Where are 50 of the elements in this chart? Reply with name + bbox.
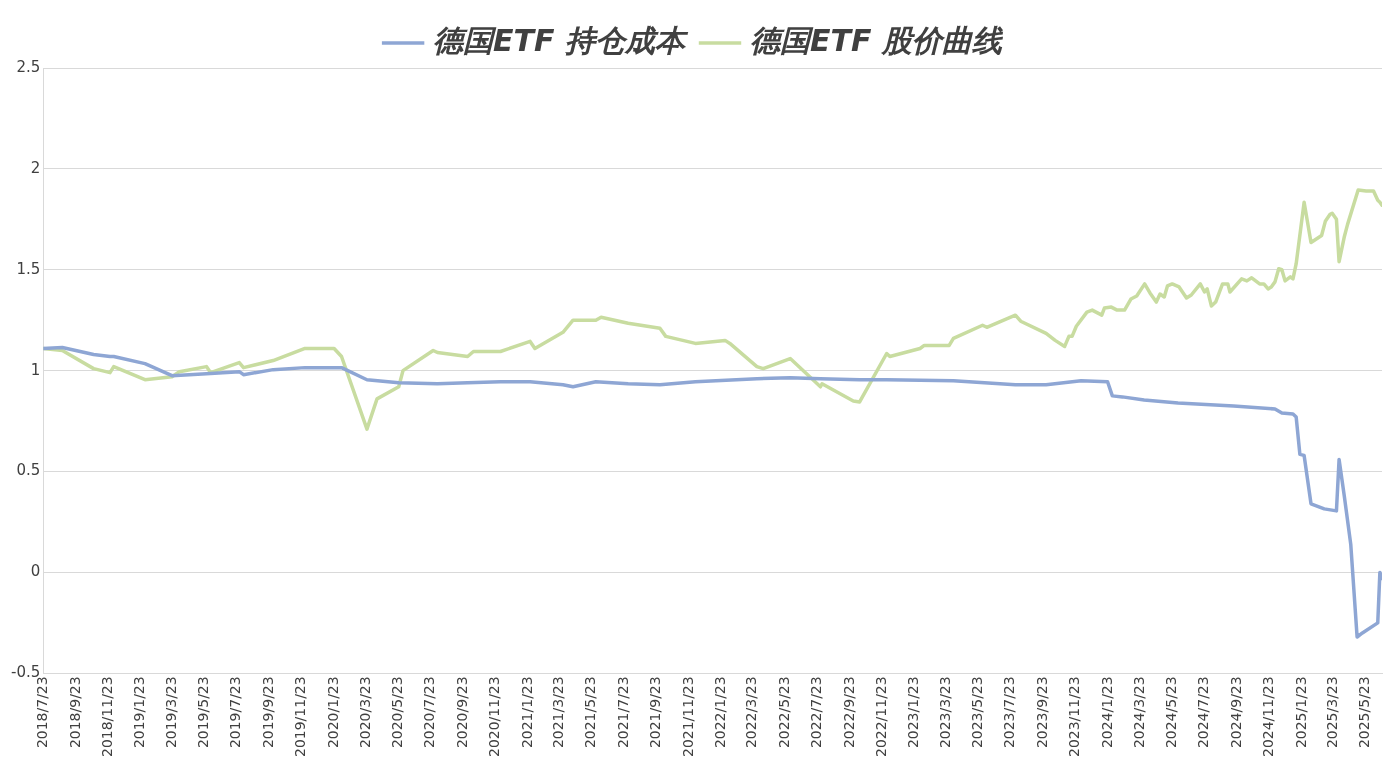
x-tick-label: 2020/9/23 [454, 676, 471, 749]
x-tick-label: 2020/7/23 [421, 676, 438, 749]
y-tick-label: 1.5 [16, 259, 41, 278]
x-tick-label: 2019/3/23 [162, 676, 179, 749]
legend-label: 德国ETF 持仓成本 [433, 22, 689, 58]
x-tick-label: 2019/11/23 [292, 676, 309, 758]
x-tick-label: 2024/3/23 [1130, 676, 1147, 749]
x-tick-label: 2025/3/23 [1323, 676, 1340, 749]
x-tick-label: 2023/7/23 [1001, 676, 1018, 749]
x-tick-label: 2025/1/23 [1292, 676, 1309, 749]
x-tick-label: 2024/11/23 [1260, 676, 1277, 758]
x-tick-label: 2022/9/23 [840, 676, 857, 749]
x-tick-label: 2021/5/23 [582, 676, 599, 749]
x-tick-label: 2019/7/23 [227, 676, 244, 749]
legend-label: 德国ETF 股价曲线 [750, 22, 1004, 58]
x-tick-label: 2022/1/23 [712, 676, 729, 749]
x-tick-label: 2023/9/23 [1034, 676, 1051, 749]
x-tick-label: 2018/7/23 [33, 676, 50, 749]
x-tick-label: 2024/1/23 [1098, 676, 1115, 749]
x-tick-label: 2020/1/23 [324, 676, 341, 749]
x-tick-label: 2019/9/23 [260, 676, 277, 749]
x-tick-label: 2023/1/23 [905, 676, 922, 749]
x-tick-label: 2022/3/23 [743, 676, 760, 749]
x-tick-label: 2024/5/23 [1162, 676, 1179, 749]
x-tick-label: 2018/9/23 [66, 676, 83, 749]
y-tick-label: 0 [30, 562, 41, 581]
x-tick-label: 2020/3/23 [356, 676, 373, 749]
x-tick-label: 2021/9/23 [647, 676, 664, 749]
x-tick-label: 2022/11/23 [873, 676, 890, 758]
x-tick-label: 2023/11/23 [1066, 676, 1083, 758]
x-tick-label: 2021/7/23 [614, 676, 631, 749]
x-tick-label: 2024/9/23 [1228, 676, 1245, 749]
y-tick-label: 0.5 [16, 461, 41, 480]
x-tick-label: 2025/5/23 [1356, 676, 1373, 749]
x-tick-label: 2022/7/23 [807, 676, 824, 749]
x-tick-label: 2019/5/23 [194, 676, 211, 749]
y-tick-label: 2 [30, 158, 41, 177]
x-tick-label: 2020/11/23 [486, 676, 503, 758]
y-tick-label: 2.5 [16, 57, 41, 76]
x-tick-label: 2018/11/23 [99, 676, 116, 758]
x-tick-label: 2023/3/23 [936, 676, 953, 749]
x-tick-label: 2023/5/23 [968, 676, 985, 749]
x-tick-label: 2021/1/23 [518, 676, 535, 749]
y-tick-label: 1 [30, 360, 41, 379]
x-tick-label: 2021/3/23 [549, 676, 566, 749]
x-tick-label: 2024/7/23 [1195, 676, 1212, 749]
x-tick-label: 2019/1/23 [131, 676, 148, 749]
x-tick-label: 2021/11/23 [679, 676, 696, 758]
x-tick-label: 2022/5/23 [775, 676, 792, 749]
x-tick-label: 2020/5/23 [388, 676, 405, 749]
